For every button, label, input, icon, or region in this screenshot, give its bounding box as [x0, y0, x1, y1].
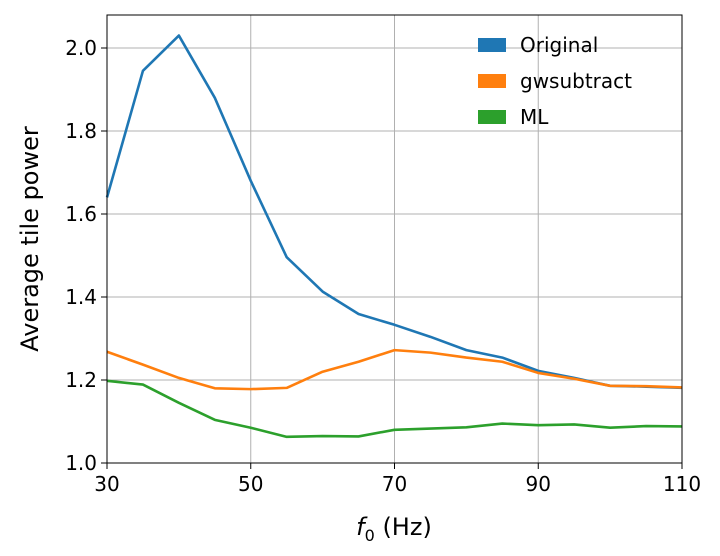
x-tick-label: 70 [382, 472, 407, 496]
x-tick-label: 50 [238, 472, 263, 496]
y-tick-label: 2.0 [65, 36, 97, 60]
x-tick-label: 110 [663, 472, 701, 496]
legend-swatch [478, 110, 506, 124]
x-axis-label-sub: 0 [365, 526, 375, 545]
y-tick-label: 1.6 [65, 202, 97, 226]
legend-swatch [478, 74, 506, 88]
legend: Original gwsubtract ML [478, 33, 632, 129]
axis-ticks: 30 50 70 90 110 1.0 1.2 1.4 1.6 1.8 2.0 [65, 36, 701, 496]
y-tick-label: 1.4 [65, 285, 97, 309]
x-axis-label-unit: (Hz) [375, 513, 432, 541]
y-axis-label: Average tile power [16, 126, 44, 352]
legend-swatch [478, 38, 506, 52]
legend-label: gwsubtract [520, 69, 632, 93]
series-line-ml [106, 379, 683, 439]
y-tick-label: 1.2 [65, 368, 97, 392]
x-tick-label: 90 [526, 472, 551, 496]
series-lines [105, 34, 683, 439]
legend-label: Original [520, 33, 598, 57]
x-axis-label: f0 (Hz) [356, 513, 432, 545]
legend-label: ML [520, 105, 549, 129]
series-line-gwsubtract [106, 348, 683, 391]
x-tick-label: 30 [94, 472, 119, 496]
y-tick-label: 1.8 [65, 119, 97, 143]
y-tick-label: 1.0 [65, 451, 97, 475]
